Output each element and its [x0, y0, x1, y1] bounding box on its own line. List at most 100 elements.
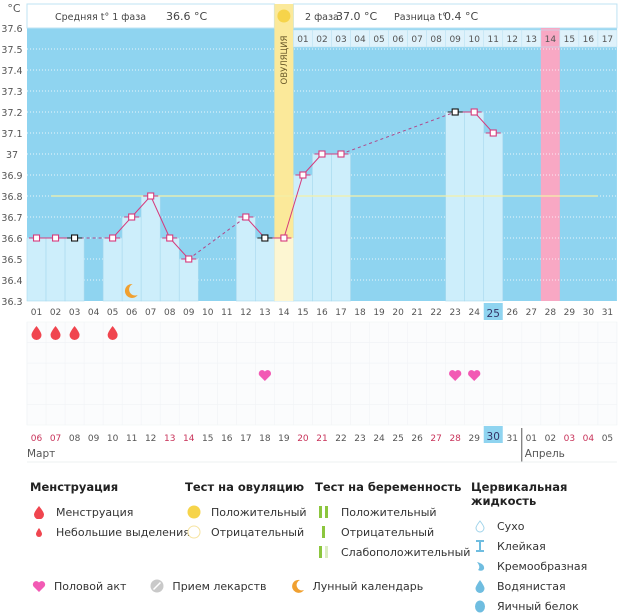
temperature-point [451, 108, 459, 116]
menstruation-drop-icon [107, 326, 118, 340]
legend-label: Яичный белок [497, 599, 579, 613]
y-tick-label: 37.6 [1, 24, 22, 35]
phase1-avg-label: Средняя t° 1 фаза [55, 12, 146, 23]
calendar-date-label: 01 [526, 434, 537, 444]
legend-item: Лунный календарь [289, 579, 423, 593]
calendar-date-label: 28 [449, 434, 461, 444]
y-tick-label: 36.5 [1, 255, 22, 266]
temperature-bar [464, 111, 485, 302]
post-ovulation-day-label: 04 [354, 35, 366, 45]
legend-label: Кремообразная [497, 559, 588, 573]
post-ovulation-day-label: 08 [430, 35, 442, 45]
two-lines-icon [315, 505, 333, 519]
y-tick-label: 36.6 [1, 234, 22, 245]
pill-icon [148, 579, 166, 593]
y-tick-label: 37.5 [1, 45, 22, 56]
calendar-date-label: 24 [373, 434, 385, 444]
post-ovulation-day-label: 02 [316, 35, 327, 45]
legend-title: Тест на беременность [315, 480, 462, 494]
legend-item: Клейкая [471, 536, 626, 556]
month-label-march: Март [27, 448, 55, 460]
legend-item: Положительный [315, 502, 470, 522]
temperature-point [166, 234, 174, 242]
post-ovulation-day-label: 15 [564, 35, 575, 45]
post-ovulation-day-label: 11 [488, 35, 499, 45]
cycle-day-label: 06 [126, 308, 138, 318]
diff-label: Разница t° [394, 12, 447, 23]
y-axis-unit: °C [7, 2, 21, 15]
calendar-date-label: 13 [164, 434, 175, 444]
sticky-icon [471, 539, 489, 553]
cycle-day-label: 15 [297, 308, 308, 318]
calendar-date-label: 18 [259, 434, 271, 444]
cycle-day-label: 27 [526, 308, 537, 318]
moon-icon [124, 283, 138, 298]
moon-icon [289, 579, 307, 593]
cycle-day-label: 22 [430, 308, 441, 318]
calendar-date-label: 23 [354, 434, 365, 444]
legend-pregnancy-test: Тест на беременность Положительный Отриц… [315, 480, 470, 562]
legend-item: Кремообразная [471, 556, 626, 576]
phase2-header [292, 3, 618, 29]
calendar-date-label: 06 [31, 434, 43, 444]
calendar-date-label: 02 [545, 434, 556, 444]
legend-label: Слабоположительный [341, 545, 471, 559]
menstruation-drop-icon [69, 326, 80, 340]
temperature-point [185, 255, 193, 263]
post-ovulation-day-label: 09 [449, 35, 461, 45]
temperature-bar [236, 216, 256, 302]
temperature-bar [331, 153, 351, 302]
temperature-bar [45, 237, 66, 302]
y-tick-label: 37.2 [1, 108, 22, 119]
temperature-bar [312, 153, 332, 302]
temperature-bar [293, 174, 313, 302]
calendar-date-label: 11 [126, 434, 137, 444]
legend-label: Половой акт [54, 579, 127, 593]
legend-item: Прием лекарств [148, 579, 267, 593]
calendar-date-label: 19 [278, 434, 290, 444]
temperature-bar [445, 111, 465, 302]
legend-item: Небольшие выделения [30, 522, 190, 542]
temperature-bar [102, 237, 123, 302]
cycle-day-label: 14 [278, 308, 290, 318]
small-drop-icon [30, 525, 48, 539]
temperature-line [283, 174, 304, 239]
temperature-point [242, 213, 250, 221]
cycle-day-label: 05 [107, 308, 118, 318]
calendar-date-label: 17 [240, 434, 251, 444]
cycle-day-label: 09 [183, 308, 195, 318]
temperature-bar [159, 237, 180, 302]
post-ovulation-day-label: 17 [602, 35, 613, 45]
legend-item: Положительный [185, 502, 307, 522]
menstruation-drop-icon [31, 326, 42, 340]
cycle-day-label: 17 [335, 308, 346, 318]
phase2-label: 2 фаза [305, 12, 339, 23]
cycle-day-label: 13 [259, 308, 270, 318]
post-ovulation-day-label: 16 [583, 35, 595, 45]
cycle-day-label: 26 [507, 308, 519, 318]
today-cell [483, 426, 503, 443]
legend-label: Клейкая [497, 539, 546, 553]
legend-title: Цервикальная жидкость [471, 480, 568, 508]
legend-label: Прием лекарств [172, 579, 267, 593]
ovulation-sun-icon [277, 9, 291, 23]
temperature-point [318, 150, 326, 158]
legend-item: Отрицательный [185, 522, 307, 542]
calendar-date-label: 12 [145, 434, 156, 444]
y-tick-label: 36.8 [1, 192, 22, 203]
legend-label: Отрицательный [211, 525, 305, 539]
legend-item: Половой акт [30, 579, 126, 593]
legend-ovulation-test: Тест на овуляцию Положительный Отрицател… [185, 480, 307, 542]
calendar-date-label: 31 [507, 434, 518, 444]
y-tick-label: 36.9 [1, 171, 22, 182]
cycle-day-label: 18 [354, 308, 366, 318]
temperature-point [337, 150, 345, 158]
cycle-day-label: 25 [487, 308, 500, 320]
temperature-point [299, 171, 307, 179]
calendar-date-label: 09 [88, 434, 100, 444]
calendar-date-label: 22 [335, 434, 346, 444]
phase1-header [26, 3, 275, 29]
temperature-point [470, 108, 478, 116]
dry-icon [471, 519, 489, 533]
legend-menstruation: Менструация Менструация Небольшие выделе… [30, 480, 190, 542]
